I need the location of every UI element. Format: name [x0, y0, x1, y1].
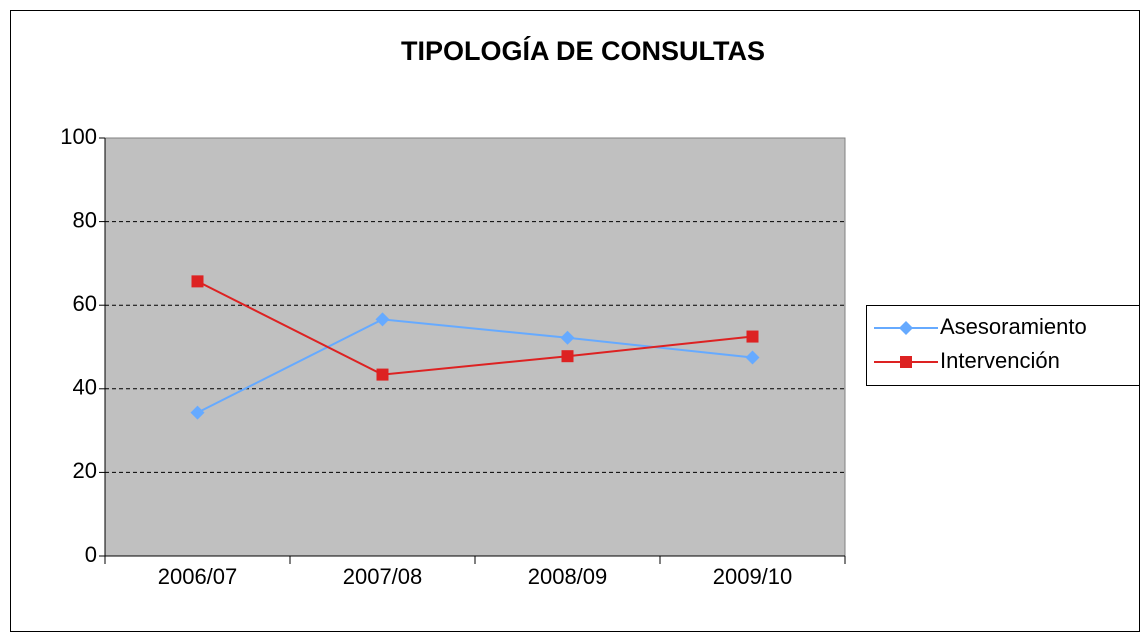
legend-label: Intervención	[940, 348, 1060, 373]
y-tick-label: 100	[60, 124, 97, 149]
x-tick-label: 2008/09	[528, 564, 608, 589]
x-tick-label: 2007/08	[343, 564, 423, 589]
y-tick-label: 20	[73, 458, 97, 483]
series-line	[197, 318, 753, 414]
legend-label: Asesoramiento	[940, 314, 1087, 339]
marker	[561, 350, 574, 363]
marker	[191, 275, 204, 288]
marker	[375, 312, 390, 327]
marker	[745, 350, 760, 365]
y-tick-label: 0	[85, 542, 97, 567]
marker	[899, 321, 913, 335]
chart-title: TIPOLOGÍA DE CONSULTAS	[401, 35, 765, 66]
legend-box	[866, 305, 1140, 386]
x-tick-label: 2009/10	[713, 564, 793, 589]
y-tick-label: 80	[73, 207, 97, 232]
y-tick-label: 60	[73, 291, 97, 316]
plot-area	[104, 137, 846, 557]
marker	[900, 356, 912, 368]
x-tick-label: 2006/07	[158, 564, 238, 589]
series-line	[197, 280, 753, 376]
y-tick-label: 40	[73, 375, 97, 400]
marker	[560, 330, 575, 345]
marker	[746, 330, 759, 343]
marker	[190, 405, 205, 420]
marker	[376, 368, 389, 381]
